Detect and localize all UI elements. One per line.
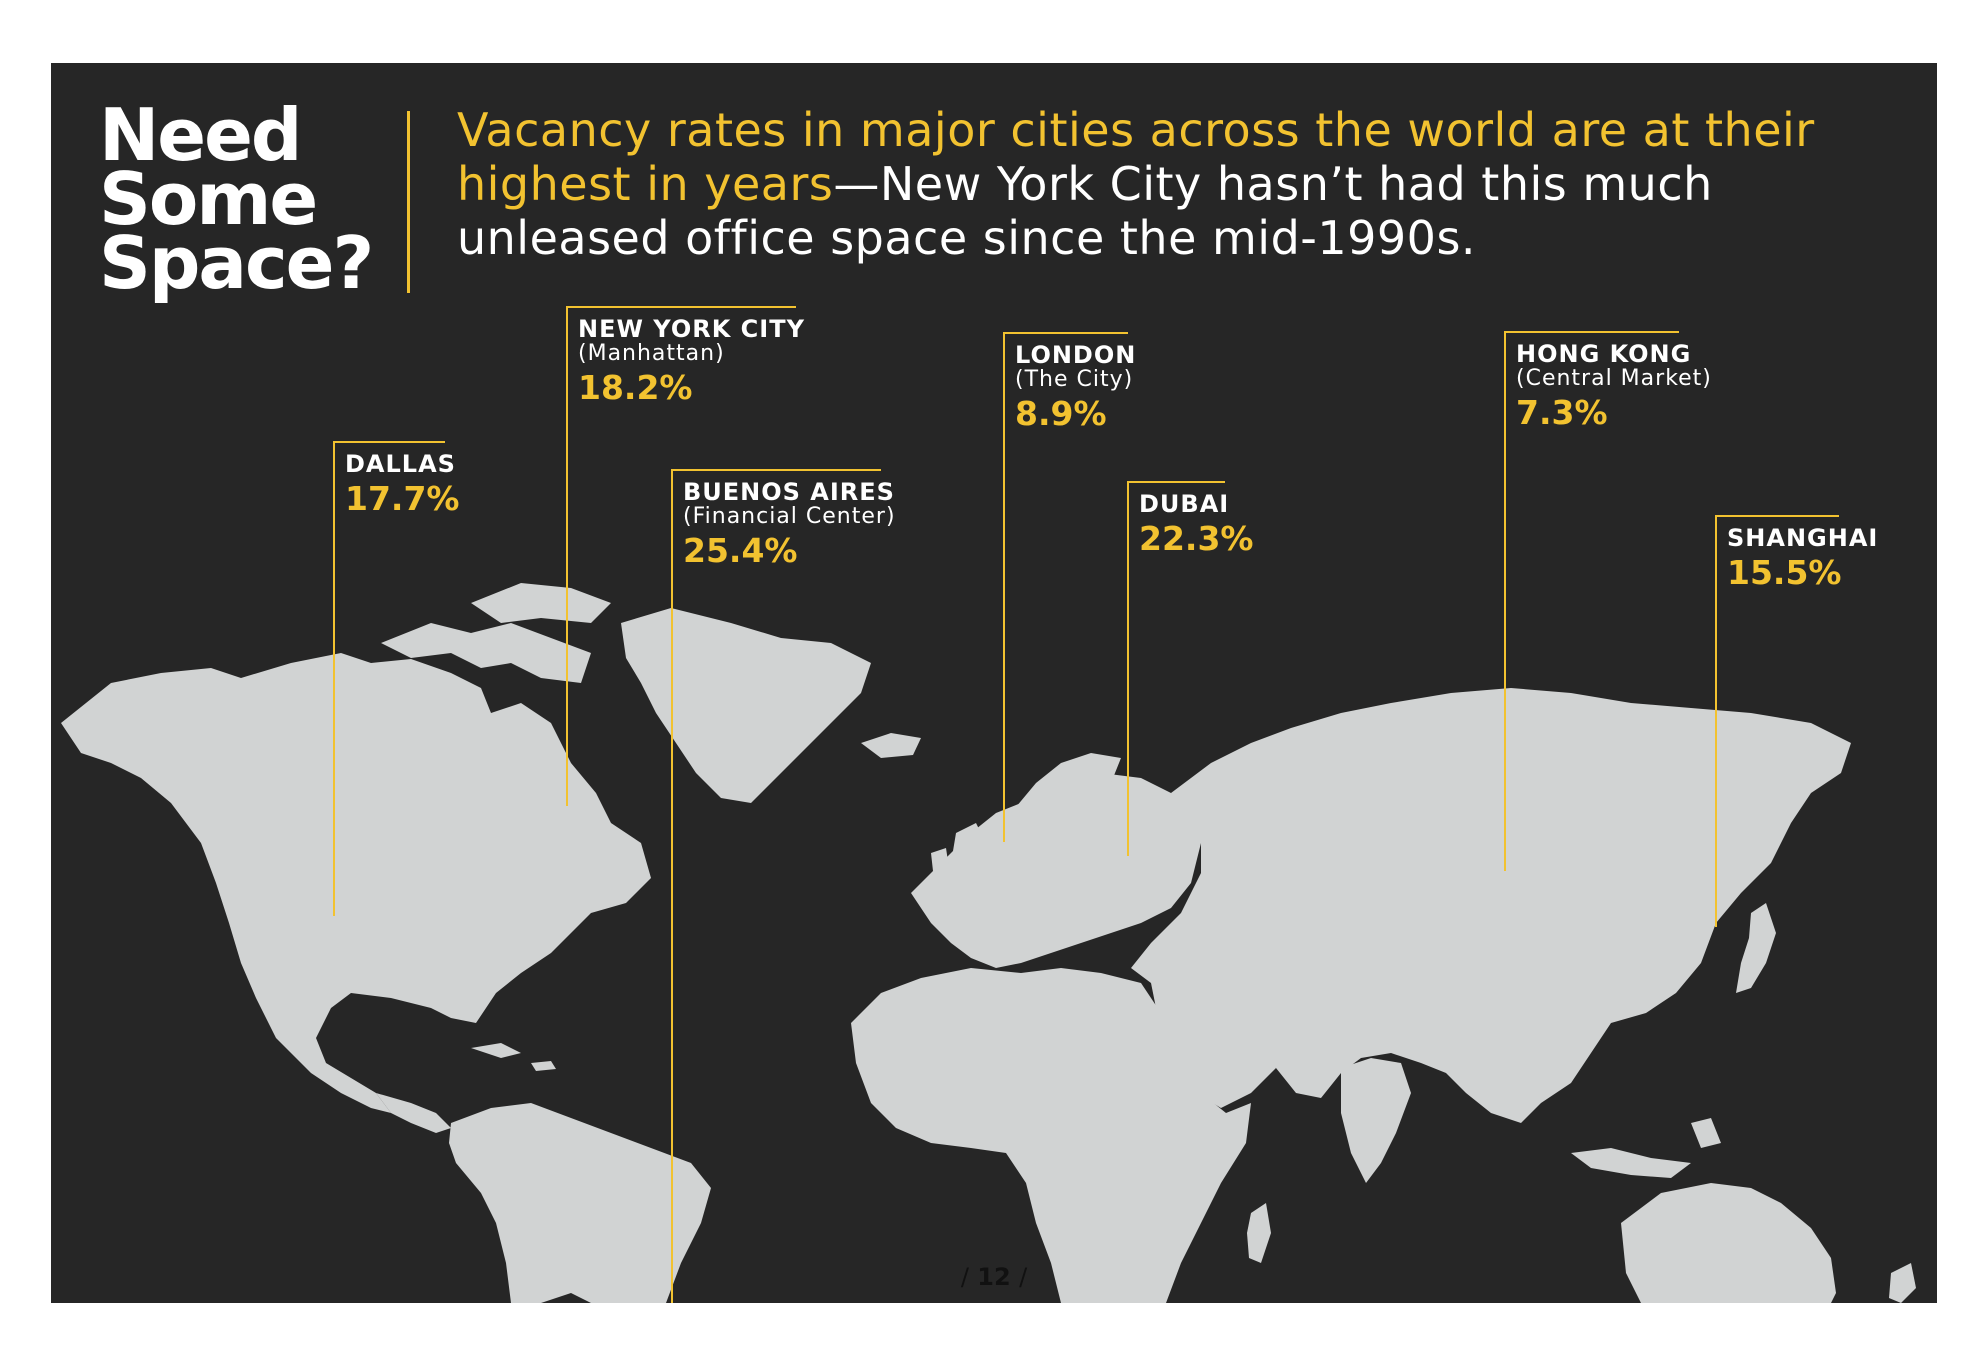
- africa-landmass: [851, 968, 1251, 1303]
- scandinavia-landmass: [1011, 753, 1121, 853]
- southeast-asia-islands: [1571, 1118, 1721, 1178]
- title-line-1: Need: [99, 93, 302, 177]
- section-title: Need Some Space?: [99, 93, 374, 305]
- page-number-value: 12: [977, 1263, 1011, 1291]
- headline: Vacancy rates in major cities across the…: [457, 103, 1897, 265]
- marker-city: DALLAS: [345, 450, 456, 478]
- marker-rate: 8.9%: [1015, 394, 1107, 433]
- marker-subtitle: (Central Market): [1516, 366, 1712, 391]
- headline-rest: —New York City hasn’t had this much unle…: [457, 157, 1713, 265]
- new-zealand: [1889, 1263, 1916, 1303]
- title-line-2: Some: [99, 157, 318, 241]
- greenland-landmass: [621, 608, 871, 803]
- page-slash-right: /: [1019, 1263, 1028, 1291]
- marker-rate: 15.5%: [1727, 553, 1842, 592]
- marker-rate: 22.3%: [1139, 519, 1254, 558]
- world-map: [61, 583, 1916, 1303]
- page-number: / 12 /: [51, 1263, 1937, 1291]
- marker-rate: 18.2%: [578, 368, 693, 407]
- japan-islands: [1736, 903, 1776, 993]
- arabian-peninsula: [1151, 983, 1276, 1108]
- infographic-panel: Need Some Space? Vacancy rates in major …: [51, 63, 1937, 1303]
- marker-rate: 7.3%: [1516, 393, 1608, 432]
- caribbean-islands: [471, 1043, 556, 1071]
- marker-city: SHANGHAI: [1727, 524, 1879, 552]
- indian-subcontinent: [1341, 1058, 1411, 1183]
- marker-city: LONDON: [1015, 341, 1137, 369]
- marker-rate: 17.7%: [345, 479, 460, 518]
- headline-highlight: Vacancy rates in major cities across the…: [457, 103, 1815, 211]
- asia-landmass: [1131, 688, 1851, 1123]
- australia-landmass: [1621, 1183, 1836, 1303]
- marker-subtitle: (Financial Center): [683, 504, 896, 529]
- marker-subtitle: (Manhattan): [578, 341, 725, 366]
- title-divider: [407, 111, 410, 293]
- page-slash-left: /: [960, 1263, 969, 1291]
- madagascar: [1247, 1203, 1271, 1263]
- marker-rate: 25.4%: [683, 531, 798, 570]
- arctic-islands-north: [471, 583, 611, 623]
- british-isles: [931, 823, 986, 878]
- iceland: [861, 733, 921, 758]
- marker-city: NEW YORK CITY: [578, 315, 805, 343]
- central-america-landmass: [376, 1093, 451, 1133]
- north-america-landmass: [61, 653, 651, 1113]
- south-america-landmass: [449, 1103, 711, 1303]
- marker-city: HONG KONG: [1516, 340, 1692, 368]
- marker-subtitle: (The City): [1015, 367, 1134, 392]
- marker-city: BUENOS AIRES: [683, 478, 895, 506]
- marker-city: DUBAI: [1139, 490, 1230, 518]
- title-line-3: Space?: [99, 221, 374, 305]
- arctic-islands: [381, 623, 591, 683]
